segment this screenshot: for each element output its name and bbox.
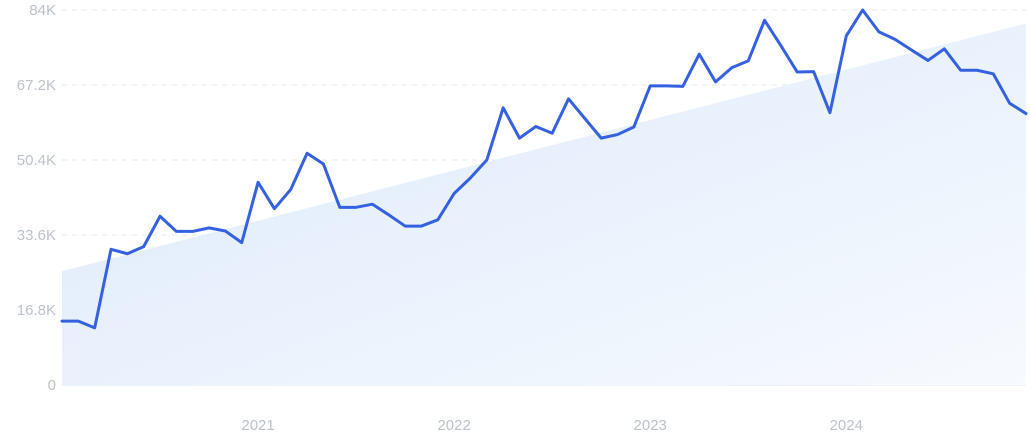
x-tick-label: 2023 [634, 417, 667, 434]
y-axis: 0 16.8K 33.6K 50.4K 67.2K 84K [17, 2, 56, 394]
y-tick-label: 16.8K [17, 302, 56, 319]
y-tick-label: 33.6K [17, 227, 56, 244]
series-line [60, 8, 1028, 330]
y-tick-label: 67.2K [17, 77, 56, 94]
trend-area-layer [62, 23, 1026, 386]
y-tick-label: 84K [29, 2, 56, 19]
x-tick-label: 2021 [241, 417, 274, 434]
x-axis: 2021 2022 2023 2024 [241, 417, 863, 434]
y-tick-label: 0 [48, 377, 56, 394]
series-line-layer [60, 8, 1028, 330]
trend-area [62, 23, 1026, 386]
x-tick-label: 2022 [437, 417, 470, 434]
x-tick-label: 2024 [830, 417, 863, 434]
y-tick-label: 50.4K [17, 152, 56, 169]
